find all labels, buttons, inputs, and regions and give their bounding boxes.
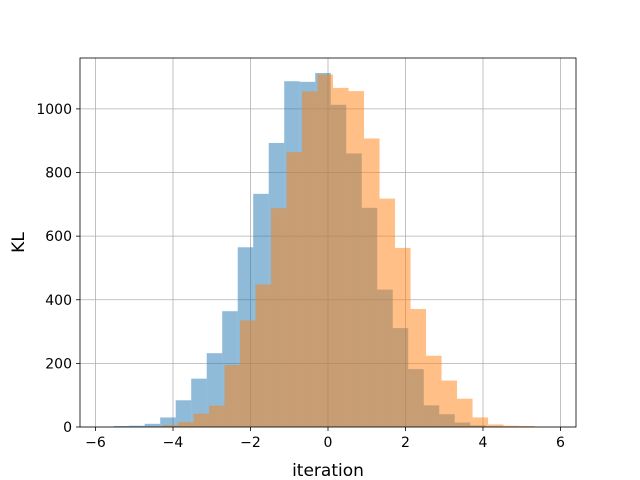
histogram-bar: [348, 91, 365, 427]
y-tick-label: 600: [45, 229, 72, 245]
histogram-bar: [209, 405, 225, 427]
histogram-bar: [144, 423, 161, 427]
histogram-bar: [472, 417, 489, 427]
histogram-bar: [395, 247, 411, 427]
series-1-bars: [147, 74, 535, 428]
x-tick-label: 2: [401, 435, 410, 451]
histogram-bar: [129, 425, 145, 427]
x-tick-label: −4: [163, 435, 184, 451]
x-tick-label: −2: [240, 435, 261, 451]
histogram-bar: [457, 398, 473, 427]
x-tick-label: 6: [556, 435, 565, 451]
histogram-bar: [364, 138, 380, 428]
histogram-bar: [286, 152, 303, 427]
x-tick-label: 4: [479, 435, 488, 451]
histogram-bar: [333, 87, 349, 427]
histogram-bar: [178, 422, 194, 427]
x-tick-label: 0: [324, 435, 333, 451]
histogram-bar: [441, 380, 458, 427]
histogram-bar: [488, 424, 504, 427]
histogram-bar: [175, 400, 192, 427]
y-tick-label: 800: [45, 166, 72, 182]
histogram-bar: [410, 308, 427, 427]
y-tick-label: 1000: [36, 102, 72, 118]
histogram-bar: [240, 320, 256, 427]
histogram-bar: [162, 425, 179, 427]
x-tick-label: −6: [85, 435, 106, 451]
y-axis-ticks: 0 200 400 600 800 1000: [36, 102, 80, 436]
y-axis-label: KL: [9, 232, 29, 253]
x-axis-ticks: −6 −4 −2 0 2 4 6: [85, 427, 565, 451]
histogram-bar: [426, 355, 442, 427]
x-axis-label: iteration: [292, 461, 364, 480]
histogram-bars: [113, 72, 535, 428]
histogram-bar: [224, 364, 241, 427]
histogram-bar: [379, 198, 396, 427]
y-tick-label: 400: [45, 293, 72, 309]
histogram-bar: [113, 426, 130, 427]
histogram-bar: [503, 425, 520, 427]
histogram-bar: [519, 426, 535, 427]
histogram-bar: [193, 413, 210, 427]
histogram-bar: [160, 417, 176, 427]
histogram-bar: [302, 91, 318, 427]
histogram-bar: [317, 74, 334, 427]
y-tick-label: 0: [63, 420, 72, 436]
histogram-bar: [255, 284, 272, 427]
y-tick-label: 200: [45, 356, 72, 372]
histogram-bar: [271, 208, 287, 427]
